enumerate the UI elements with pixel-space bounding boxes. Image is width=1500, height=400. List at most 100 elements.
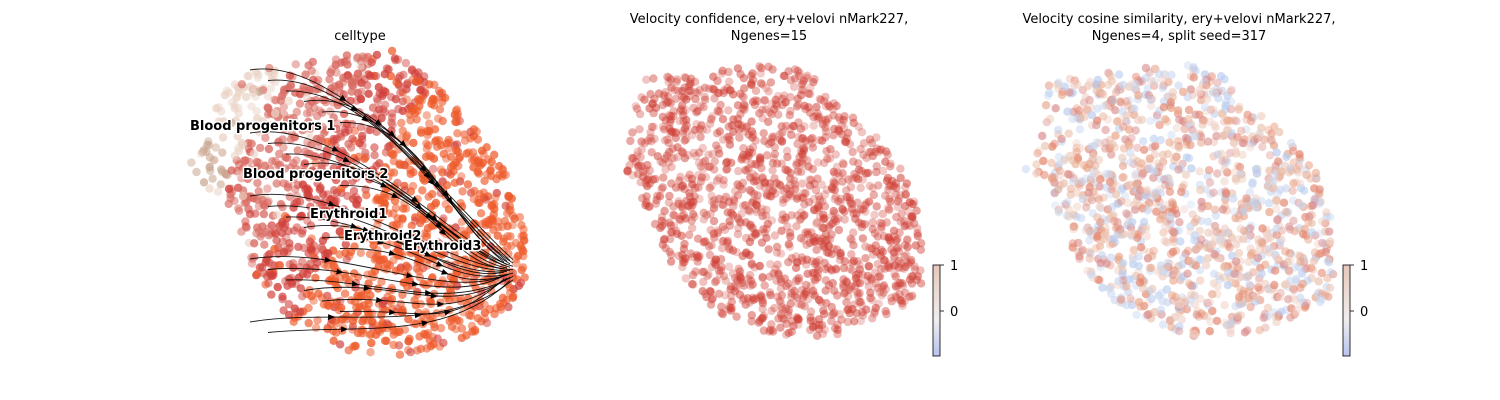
confidence-point: [751, 159, 760, 169]
confidence-point: [758, 105, 767, 115]
celltype-point: [439, 338, 448, 348]
confidence-point: [735, 133, 744, 142]
confidence-point: [677, 202, 686, 211]
cosine-point: [1239, 207, 1248, 216]
cosine-point: [1189, 281, 1198, 290]
cosine-point: [1157, 310, 1166, 319]
confidence-point: [813, 273, 822, 282]
cosine-point: [1136, 185, 1145, 195]
confidence-point: [847, 250, 856, 259]
cosine-point: [1150, 81, 1159, 91]
confidence-point: [650, 219, 660, 229]
confidence-point: [725, 77, 734, 86]
confidence-point: [741, 300, 750, 309]
cosine-point: [1187, 290, 1196, 300]
confidence-point: [782, 97, 791, 107]
confidence-point: [770, 132, 779, 141]
confidence-point: [766, 290, 775, 300]
confidence-point: [812, 111, 821, 121]
velocity-arrowhead: [406, 272, 414, 279]
confidence-point: [810, 233, 819, 242]
confidence-point: [684, 151, 693, 160]
confidence-point: [643, 181, 652, 191]
cosine-point: [1222, 228, 1232, 238]
celltype-point: [368, 323, 377, 332]
confidence-point: [764, 87, 773, 96]
confidence-point: [865, 197, 874, 206]
cluster-label-blood-progenitors-1: Blood progenitors 1: [190, 119, 335, 134]
confidence-point: [839, 280, 848, 289]
panel-cosine-title-line2: Ngenes=4, split seed=317: [1092, 29, 1267, 44]
confidence-point: [737, 155, 746, 164]
cosine-point: [1206, 190, 1215, 199]
celltype-point: [313, 258, 322, 267]
celltype-point: [304, 186, 314, 195]
velocity-streamline: [267, 280, 511, 333]
celltype-point: [394, 145, 403, 154]
velocity-streamline: [285, 276, 514, 294]
cosine-point: [1212, 316, 1222, 326]
confidence-point: [736, 109, 745, 119]
cosine-point: [1172, 123, 1182, 133]
celltype-point: [350, 297, 360, 306]
confidence-point: [896, 217, 905, 226]
confidence-point: [879, 288, 888, 297]
cosine-point: [1150, 307, 1159, 317]
celltype-point: [305, 286, 314, 295]
confidence-point: [774, 270, 783, 280]
celltype-point: [357, 87, 366, 97]
confidence-point: [813, 158, 823, 167]
cosine-point: [1306, 263, 1316, 273]
confidence-point: [900, 240, 910, 250]
confidence-point: [839, 263, 849, 273]
celltype-point: [284, 300, 294, 309]
confidence-point: [814, 114, 823, 124]
cosine-point: [1284, 295, 1293, 304]
cosine-point: [1116, 97, 1125, 106]
confidence-point: [832, 101, 841, 111]
confidence-point: [824, 263, 833, 272]
cosine-point: [1151, 141, 1160, 151]
velocity-arrowhead: [388, 249, 397, 256]
confidence-point: [744, 164, 753, 173]
cosine-point: [1227, 85, 1236, 95]
cosine-point: [1129, 260, 1138, 269]
cosine-point: [1118, 161, 1128, 171]
cosine-point: [1066, 184, 1076, 194]
confidence-point: [733, 230, 743, 239]
confidence-point: [870, 268, 880, 277]
celltype-point: [446, 152, 456, 161]
confidence-point: [879, 281, 888, 290]
celltype-point: [305, 265, 314, 274]
confidence-point: [864, 282, 873, 291]
cosine-point: [1144, 198, 1154, 208]
confidence-point: [894, 194, 904, 204]
confidence-point: [870, 307, 879, 316]
velocity-arrowhead: [425, 289, 433, 296]
cosine-point: [1134, 252, 1144, 261]
confidence-point: [638, 194, 647, 203]
celltype-point: [325, 75, 334, 84]
celltype-point: [469, 194, 478, 204]
cosine-point: [1174, 81, 1183, 90]
celltype-point: [436, 240, 446, 249]
celltype-point: [384, 65, 393, 74]
cosine-point: [1275, 127, 1284, 137]
celltype-point: [352, 54, 362, 63]
confidence-point: [755, 181, 765, 190]
confidence-point: [679, 258, 688, 267]
confidence-point: [803, 230, 813, 239]
celltype-point: [391, 203, 401, 213]
cosine-point: [1242, 194, 1251, 203]
confidence-point: [658, 158, 667, 168]
cosine-point: [1196, 216, 1206, 226]
celltype-point: [504, 191, 513, 201]
confidence-point: [777, 226, 786, 235]
cosine-point: [1130, 205, 1140, 214]
velocity-streamline: [321, 111, 514, 264]
cosine-point: [1282, 152, 1291, 161]
confidence-point: [633, 147, 642, 156]
cosine-point: [1174, 165, 1183, 174]
cosine-point: [1292, 165, 1302, 174]
